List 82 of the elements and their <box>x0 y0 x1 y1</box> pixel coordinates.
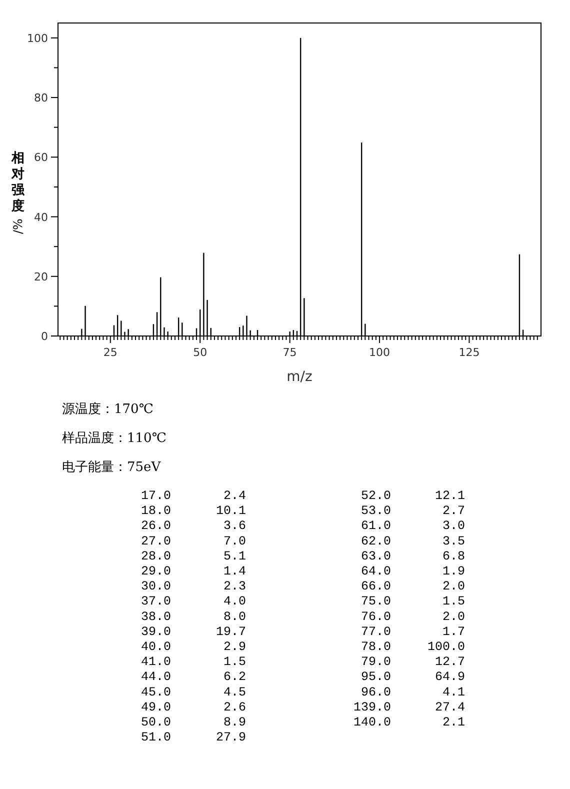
text: 6.2 <box>223 670 246 684</box>
category-label: 62.0 <box>360 534 391 548</box>
category-label: 79.0 <box>360 655 391 670</box>
text: 100.0 <box>427 640 465 654</box>
x-tick-label: 50 <box>193 346 208 359</box>
text: 8.9 <box>223 716 246 730</box>
text: 2.7 <box>442 504 465 518</box>
text: 2.0 <box>442 610 465 624</box>
category-label: 64.0 <box>360 564 391 578</box>
y-tick-label: 60 <box>34 151 48 164</box>
text: 2.3 <box>223 580 246 594</box>
category-label: 96.0 <box>360 685 391 700</box>
y-tick-label: 100 <box>27 32 48 45</box>
category-label: 78.0 <box>360 640 391 654</box>
text: 4.0 <box>223 594 246 609</box>
category-label: 49.0 <box>140 700 171 714</box>
text: 1.7 <box>442 624 465 639</box>
category-label: 26.0 <box>140 519 171 534</box>
x-tick-label: 25 <box>103 346 118 359</box>
category-label: 30.0 <box>140 580 171 594</box>
category-label: 52.0 <box>360 489 391 503</box>
text: 2.0 <box>442 580 465 594</box>
text: 2.1 <box>442 716 465 730</box>
text: 1.5 <box>442 594 465 609</box>
text: 7.0 <box>223 534 246 548</box>
category-label: 63.0 <box>360 549 391 564</box>
x-tick-label: 125 <box>458 346 480 359</box>
text: 源温度：170℃ <box>62 401 154 417</box>
category-label: 17.0 <box>140 489 171 503</box>
category-label: 45.0 <box>140 685 171 700</box>
text: 电子能量：75eV <box>62 460 162 475</box>
category-label: 37.0 <box>140 594 171 609</box>
category-label: 75.0 <box>360 594 391 609</box>
text: 3.6 <box>223 519 246 534</box>
text: 3.0 <box>442 519 465 534</box>
x-tick-label: 75 <box>282 346 297 359</box>
text: 27.9 <box>216 730 246 745</box>
category-label: 41.0 <box>140 655 171 670</box>
text: 2.6 <box>223 700 246 714</box>
category-label: 61.0 <box>360 519 391 534</box>
category-label: 76.0 <box>360 610 391 624</box>
category-label: 27.0 <box>140 534 171 548</box>
text: 12.7 <box>434 655 465 670</box>
text: 3.5 <box>442 534 465 548</box>
text: 1.5 <box>223 655 246 670</box>
text: 27.4 <box>434 700 465 714</box>
y-tick-label: 40 <box>34 210 48 224</box>
category-label: 140.0 <box>353 716 391 730</box>
category-label: 38.0 <box>140 610 171 624</box>
text: 19.7 <box>216 624 246 639</box>
text: 10.1 <box>216 504 246 518</box>
text: 6.8 <box>442 549 465 564</box>
text: 1.9 <box>442 564 465 578</box>
category-label: 39.0 <box>140 624 171 639</box>
text: 2.4 <box>223 489 246 503</box>
x-axis-title: m/z <box>286 369 312 385</box>
category-label: 66.0 <box>360 580 391 594</box>
category-label: 40.0 <box>140 640 171 654</box>
y-tick-label: 80 <box>34 92 48 105</box>
text: 1.4 <box>223 564 246 578</box>
category-label: 18.0 <box>140 504 171 518</box>
text: 64.9 <box>434 670 465 684</box>
category-label: 95.0 <box>360 670 391 684</box>
text: 2.9 <box>223 640 246 654</box>
text: 8.0 <box>223 610 246 624</box>
text: 样品温度：110℃ <box>62 430 166 446</box>
y-tick-label: 20 <box>34 270 48 284</box>
y-axis-title: 相对强度/% <box>10 151 26 234</box>
text: 4.5 <box>223 685 246 700</box>
text: 4.1 <box>442 685 465 700</box>
category-label: 139.0 <box>353 700 391 714</box>
text: 12.1 <box>434 489 465 503</box>
category-label: 44.0 <box>140 670 171 684</box>
y-tick-label: 0 <box>41 330 48 343</box>
text: 5.1 <box>223 549 246 564</box>
category-label: 28.0 <box>140 549 171 564</box>
category-label: 50.0 <box>140 716 171 730</box>
category-label: 29.0 <box>140 564 171 578</box>
category-label: 53.0 <box>360 504 391 518</box>
category-label: 51.0 <box>140 730 171 745</box>
x-tick-label: 100 <box>369 346 390 359</box>
category-label: 77.0 <box>360 624 391 639</box>
